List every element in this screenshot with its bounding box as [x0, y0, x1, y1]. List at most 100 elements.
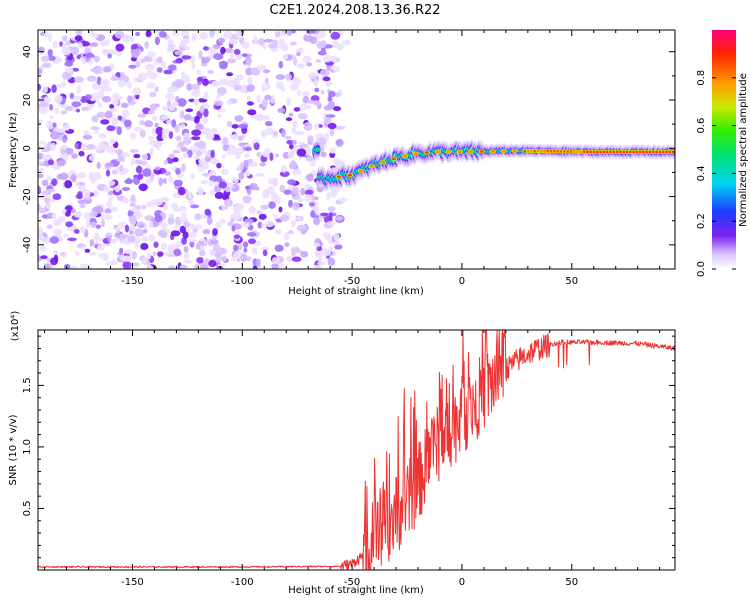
noise-blob [174, 78, 184, 87]
noise-blob [235, 74, 245, 81]
noise-blob [59, 172, 69, 181]
noise-blob [112, 93, 119, 101]
noise-blob [292, 201, 300, 211]
noise-blob [273, 130, 278, 137]
noise-blob [71, 106, 78, 113]
noise-blob [140, 242, 149, 251]
noise-blob [329, 55, 338, 62]
noise-blob [264, 94, 272, 101]
noise-blob [284, 242, 290, 248]
noise-blob [134, 243, 139, 249]
noise-blob [69, 92, 75, 100]
noise-blob [105, 261, 114, 266]
noise-blob [199, 105, 205, 114]
noise-blob [213, 100, 224, 106]
ridge-core [424, 151, 429, 154]
ridge-segment [315, 148, 321, 152]
noise-blob [155, 142, 161, 151]
noise-blob [190, 90, 201, 97]
noise-blob [105, 162, 114, 167]
noise-blob [144, 120, 154, 128]
spectrogram-frame [37, 29, 676, 270]
noise-blob [256, 210, 263, 214]
noise-blob [107, 190, 114, 196]
noise-blob [74, 76, 84, 83]
noise-blob [98, 102, 103, 108]
ridge-core [512, 149, 517, 153]
noise-blob [292, 120, 298, 129]
noise-blob [52, 250, 59, 256]
noise-blob [288, 112, 294, 117]
noise-blob [40, 55, 50, 62]
noise-blob [54, 107, 60, 115]
noise-blob [190, 204, 200, 209]
noise-blob [264, 38, 274, 43]
y-tick-label: -40 [22, 237, 33, 253]
noise-blob [332, 66, 341, 73]
ridge-core [479, 150, 484, 153]
noise-blob [100, 78, 106, 87]
noise-blob [138, 223, 144, 229]
noise-blob [104, 110, 113, 119]
noise-blob [265, 121, 273, 127]
noise-blob [314, 205, 320, 215]
noise-blob [73, 95, 82, 101]
noise-blob [100, 85, 106, 93]
noise-blob [104, 208, 112, 214]
noise-blob [106, 200, 113, 209]
y-tick-label: 20 [22, 94, 33, 107]
noise-blob [130, 208, 140, 212]
noise-blob [245, 67, 254, 76]
noise-blob [117, 79, 127, 88]
noise-blob [202, 46, 210, 51]
colorbar-tick-label: 0.8 [696, 70, 707, 86]
noise-blob [145, 30, 152, 38]
noise-blob [119, 233, 126, 241]
noise-blob [290, 139, 297, 145]
noise-blob [60, 110, 68, 115]
noise-blob [241, 41, 250, 50]
noise-blob [335, 216, 344, 221]
noise-blob [88, 155, 95, 161]
noise-blob [315, 251, 323, 258]
noise-blob [129, 202, 136, 208]
noise-blob [283, 231, 290, 241]
noise-blob [189, 55, 196, 64]
noise-blob [96, 76, 102, 85]
noise-blob [93, 130, 100, 134]
noise-blob [78, 181, 86, 187]
snr-frame [37, 329, 676, 571]
noise-blob [142, 229, 148, 234]
noise-blob [290, 220, 297, 228]
noise-blob [327, 206, 336, 212]
noise-blob [293, 107, 301, 112]
noise-blob [258, 213, 267, 220]
noise-blob [75, 30, 83, 36]
noise-blob [306, 100, 316, 104]
noise-blob [320, 69, 330, 77]
noise-blob [275, 74, 286, 80]
noise-blob [149, 91, 157, 98]
noise-blob [168, 265, 175, 269]
noise-blob [231, 177, 237, 182]
noise-blob [220, 46, 226, 55]
noise-blob [74, 143, 79, 149]
noise-blob [42, 86, 48, 93]
noise-blob [214, 185, 221, 193]
noise-blob [256, 151, 262, 158]
noise-blob [179, 225, 186, 234]
noise-blob [175, 58, 184, 63]
noise-blob [165, 92, 175, 101]
noise-blob [148, 234, 156, 243]
noise-blob [168, 213, 175, 218]
noise-blob [45, 202, 52, 210]
noise-blob [327, 257, 336, 266]
noise-blob [148, 220, 154, 229]
noise-blob [261, 223, 266, 228]
noise-blob [213, 251, 223, 257]
noise-blob [201, 56, 206, 64]
noise-blob [154, 122, 159, 128]
noise-blob [327, 100, 335, 110]
noise-blob [183, 137, 192, 145]
noise-blob [209, 175, 218, 182]
